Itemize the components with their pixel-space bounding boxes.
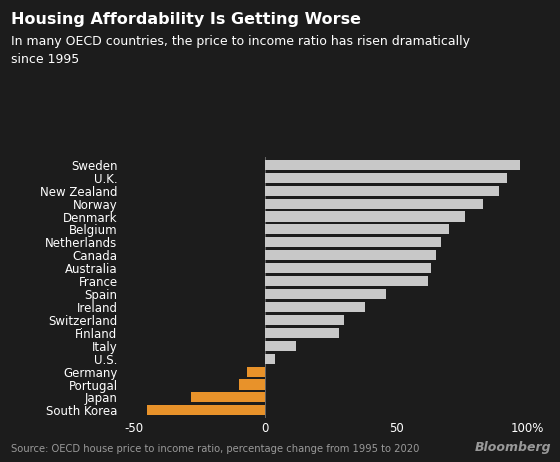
Bar <box>265 353 276 364</box>
Bar <box>265 315 344 325</box>
Bar <box>265 173 507 183</box>
Bar <box>265 276 428 286</box>
Bar <box>265 225 449 235</box>
Bar <box>265 186 499 196</box>
Text: In many OECD countries, the price to income ratio has risen dramatically
since 1: In many OECD countries, the price to inc… <box>11 35 470 66</box>
Bar <box>265 160 520 170</box>
Bar <box>147 405 265 415</box>
Text: Source: OECD house price to income ratio, percentage change from 1995 to 2020: Source: OECD house price to income ratio… <box>11 444 419 454</box>
Text: Bloomberg: Bloomberg <box>475 441 552 454</box>
Bar <box>265 302 365 312</box>
Bar <box>239 379 265 389</box>
Bar <box>265 289 386 299</box>
Bar <box>265 237 441 248</box>
Bar <box>192 392 265 402</box>
Bar <box>265 199 483 209</box>
Bar <box>265 328 339 338</box>
Bar <box>265 263 431 273</box>
Bar <box>265 212 465 222</box>
Bar <box>246 366 265 377</box>
Bar <box>265 340 296 351</box>
Text: Housing Affordability Is Getting Worse: Housing Affordability Is Getting Worse <box>11 12 361 26</box>
Bar <box>265 250 436 260</box>
